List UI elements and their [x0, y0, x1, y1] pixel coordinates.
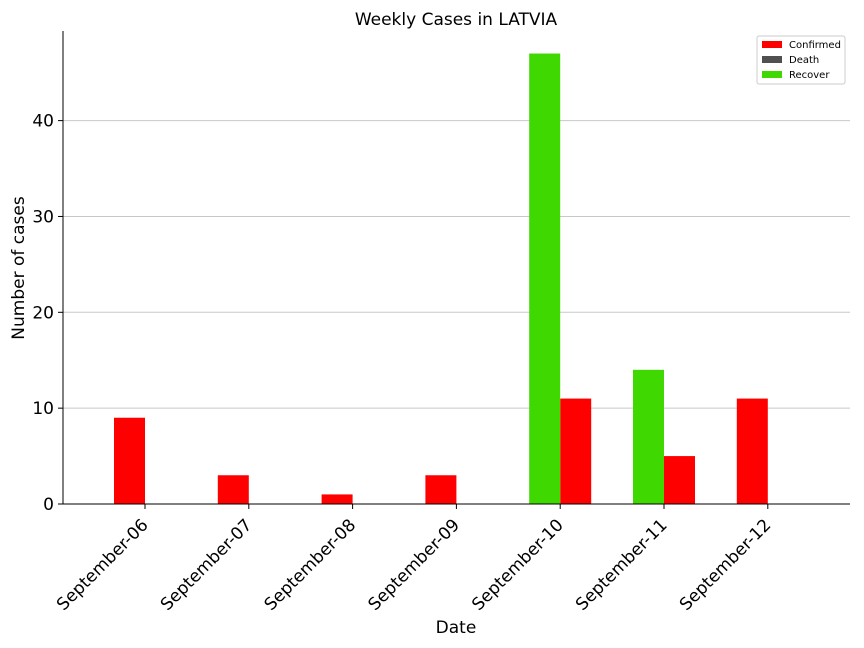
bar-confirmed: [114, 417, 145, 504]
bar-confirmed: [217, 475, 249, 504]
x-tick-label: September-09: [364, 515, 463, 614]
y-tick-label: 10: [32, 399, 54, 419]
legend-label-recover: Recover: [789, 70, 830, 81]
bars: [114, 53, 768, 505]
legend-label-death: Death: [789, 55, 819, 66]
axes: [62, 31, 850, 505]
x-tick-label: September-08: [261, 515, 360, 614]
legend-label-confirmed: Confirmed: [789, 40, 841, 51]
legend-swatch-death: [762, 56, 782, 63]
x-tick-label: September-06: [53, 515, 152, 614]
grid-lines: [63, 120, 850, 409]
bar-recover: [633, 369, 664, 504]
x-tick-label: September-10: [468, 515, 567, 614]
bar-confirmed: [560, 398, 592, 504]
y-tick-label: 40: [32, 112, 54, 132]
y-tick-label: 20: [32, 303, 54, 323]
bar-confirmed: [321, 494, 353, 504]
x-tick-label: September-11: [572, 515, 671, 614]
legend-swatch-confirmed: [762, 41, 782, 48]
bar-confirmed: [425, 475, 457, 504]
x-ticks: September-06 September-07 September-08 Sept…: [53, 504, 775, 615]
chart-title: Weekly Cases in LATVIA: [355, 10, 558, 30]
legend-swatch-recover: [762, 71, 782, 78]
x-tick-label: September-07: [157, 515, 256, 614]
legend: Confirmed Death Recover: [756, 35, 846, 85]
y-ticks: 0 10 20 30 40: [32, 112, 63, 515]
x-tick-label: September-12: [676, 515, 775, 614]
y-tick-label: 0: [43, 495, 54, 515]
bar-confirmed: [736, 398, 768, 504]
bar-recover: [529, 53, 561, 505]
y-axis-label: Number of cases: [9, 196, 29, 340]
y-tick-label: 30: [32, 207, 54, 227]
bar-confirmed: [664, 456, 695, 504]
x-axis-label: Date: [436, 618, 477, 638]
